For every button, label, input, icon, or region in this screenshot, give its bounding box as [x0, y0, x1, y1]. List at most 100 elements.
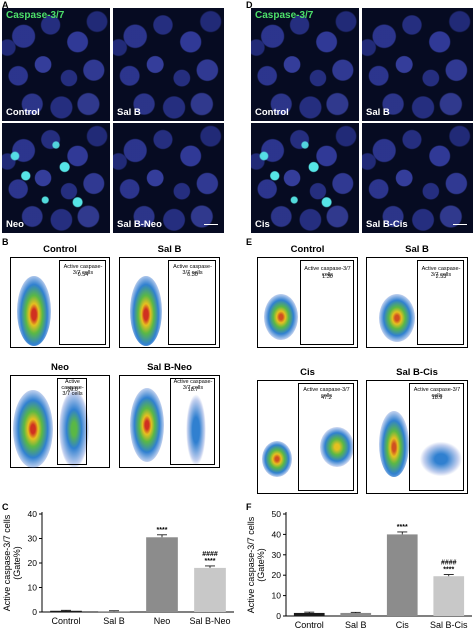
gate-value: 18.9 [431, 395, 443, 401]
x-tick-label: Sal B-Neo [189, 616, 230, 626]
gate-value: 18.7 [187, 387, 199, 393]
micro-label: Sal B-Cis [366, 219, 408, 230]
x-tick-label: Sal B [103, 616, 125, 626]
gate-box [168, 260, 216, 345]
gate-label: Active caspase-3/7 cells [304, 266, 351, 278]
bar [98, 611, 130, 613]
gate-value: 0.30 [187, 272, 198, 278]
density-plot [130, 388, 164, 462]
panel-letter-e: E [246, 237, 253, 247]
flow-b-salb-neo: Sal B-Neo Active caspase-3/7 cells 18.7 [119, 362, 220, 468]
gate-value: 2.53 [435, 274, 447, 280]
gate-value: 47.2 [321, 395, 332, 401]
gate-label: Active caspase-3/7 cells [303, 387, 350, 399]
gate-box [170, 378, 215, 465]
gate-box [409, 383, 464, 491]
flow-title: Sal B-Neo [147, 362, 192, 373]
significance-mark: **** [397, 524, 408, 531]
stain-label: Caspase-3/7 [6, 10, 65, 21]
gate-box [417, 260, 464, 345]
panel-letter-f: F [246, 502, 252, 512]
micro-d-control: Caspase-3/7 Control [251, 8, 359, 121]
scale-bar [204, 223, 218, 225]
density-plot [13, 390, 53, 468]
y-axis-label: Active caspase-3/7 cells(Gate%) [246, 516, 266, 613]
micro-d-salb: Sal B [362, 8, 473, 121]
micro-label: Cis [255, 219, 270, 230]
micro-label: Sal B [366, 107, 390, 118]
flow-e-salb-cis: Sal B-Cis Active caspase-3/7 cells 18.9 [366, 367, 468, 494]
bar [340, 612, 372, 616]
gate-label: Active caspase-3/7 cells [421, 266, 461, 278]
bar [146, 537, 178, 612]
flow-title: Control [43, 244, 77, 255]
y-axis-label-line: Active caspase-3/7 cells [246, 516, 256, 613]
bar [194, 567, 226, 612]
micro-d-cis: Cis [251, 123, 359, 233]
y-axis-label: Active caspase-3/7 cells(Gate%) [2, 514, 22, 611]
significance-mark: #### [202, 551, 218, 558]
y-tick-label: 40 [272, 529, 282, 539]
bar [50, 610, 82, 612]
flow-title: Sal B [157, 244, 182, 255]
x-tick-label: Sal B [345, 620, 367, 628]
gate-label: Active caspase-3/7 cells [61, 379, 84, 397]
flow-b-control: Control Active caspase-3/7 cells 0.54 [10, 244, 110, 348]
y-tick-label: 0 [276, 611, 281, 621]
x-tick-label: Sal B-Cis [430, 620, 468, 628]
bar [293, 612, 325, 616]
micro-label: Sal B [117, 107, 141, 118]
gate-box [57, 378, 87, 465]
density-plot [130, 276, 162, 346]
bar-chart-f: Active caspase-3/7 cells(Gate%) 0 10 20 30 40… [246, 509, 472, 628]
flow-title: Sal B-Cis [396, 367, 438, 378]
flow-title: Control [290, 244, 325, 255]
flow-b-salb: Sal B Active caspase-3/7 cells 0.30 [119, 244, 220, 348]
y-tick-label: 30 [272, 550, 282, 560]
y-tick-label: 10 [272, 591, 282, 601]
density-plot [17, 276, 51, 346]
density-plot [186, 394, 206, 466]
scale-bar [453, 223, 467, 225]
y-tick-label: 0 [32, 607, 37, 617]
significance-mark: **** [205, 558, 216, 565]
panel-letter-d: D [246, 0, 253, 10]
micro-label: Control [255, 107, 289, 118]
gate-box [298, 383, 354, 491]
micro-a-salb: Sal B [113, 8, 224, 121]
micro-label: Sal B-Neo [117, 219, 162, 230]
density-plot [419, 441, 463, 477]
gate-value: 0.54 [77, 272, 89, 278]
micro-a-neo: Neo [2, 123, 110, 233]
flow-e-salb: Sal B Active caspase-3/7 cells 2.53 [366, 244, 468, 348]
micro-d-salb-cis: Sal B-Cis [362, 123, 473, 233]
flow-e-control: Control Active caspase-3/7 cells 1.30 [257, 244, 358, 348]
gate-label: Active caspase-3/7 cells [413, 387, 461, 399]
micro-a-control: Caspase-3/7 Control [2, 8, 110, 121]
y-axis-label-line: (Gate%) [256, 548, 266, 582]
panel-letter-c: C [2, 502, 9, 512]
y-axis-label-line: (Gate%) [12, 546, 22, 580]
y-tick-label: 30 [28, 534, 38, 544]
stain-label: Caspase-3/7 [255, 10, 314, 21]
micro-label: Neo [6, 219, 24, 230]
significance-mark: #### [441, 560, 457, 567]
x-tick-label: Control [51, 616, 80, 626]
y-tick-label: 40 [28, 509, 38, 519]
y-tick-label: 20 [28, 558, 38, 568]
bar-chart-c: Active caspase-3/7 cells(Gate%) 0 10 20 30 40… [2, 509, 234, 626]
significance-mark: **** [157, 527, 168, 534]
density-plot [262, 441, 292, 477]
density-plot [379, 294, 415, 342]
density-plot [264, 294, 298, 340]
density-plot [320, 427, 354, 467]
flow-title: Sal B [405, 244, 429, 255]
panel-letter-a: A [2, 0, 9, 10]
density-plot [379, 411, 409, 477]
x-tick-label: Neo [154, 616, 171, 626]
flow-title: Neo [51, 362, 69, 373]
gate-label: Active caspase-3/7 cells [63, 264, 103, 276]
gate-box [300, 260, 354, 345]
gate-value: 29.0 [67, 387, 78, 393]
gate-box [59, 260, 106, 345]
